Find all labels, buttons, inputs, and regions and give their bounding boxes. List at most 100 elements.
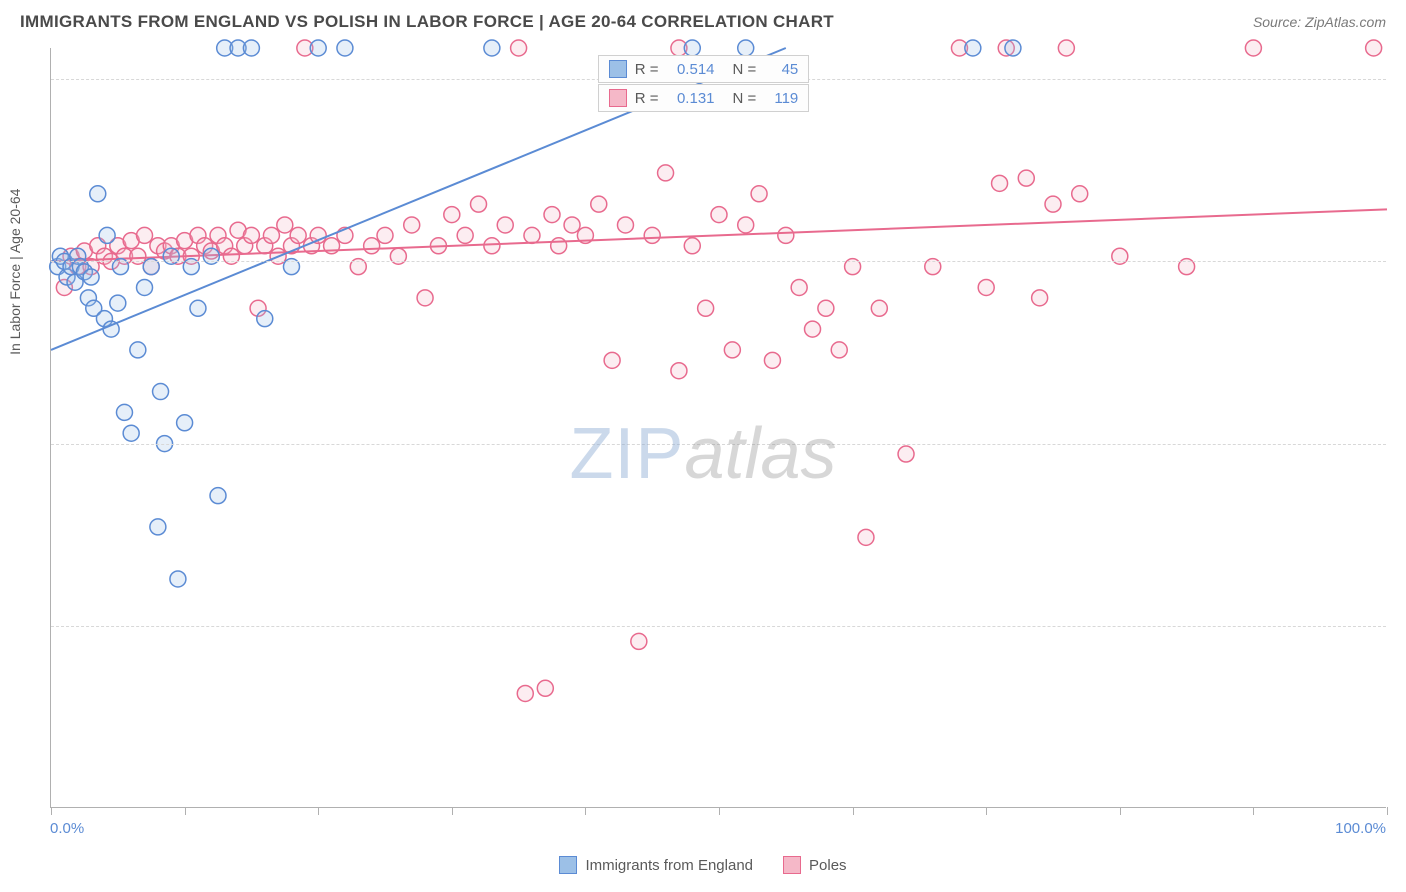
data-point (99, 227, 115, 243)
stats-legend-row: R =0.131N =119 (598, 84, 810, 112)
data-point (417, 290, 433, 306)
data-point (337, 40, 353, 56)
data-point (684, 238, 700, 254)
data-point (551, 238, 567, 254)
x-tick (853, 807, 854, 815)
data-point (564, 217, 580, 233)
stats-swatch (609, 60, 627, 78)
data-point (130, 342, 146, 358)
data-point (243, 227, 259, 243)
bottom-legend: Immigrants from England Poles (0, 856, 1406, 874)
legend-swatch-england (559, 856, 577, 874)
legend-swatch-poles (783, 856, 801, 874)
data-point (243, 40, 259, 56)
x-axis-max-label: 100.0% (1335, 820, 1386, 837)
data-point (738, 217, 754, 233)
data-point (310, 40, 326, 56)
stats-swatch (609, 89, 627, 107)
data-point (871, 300, 887, 316)
data-point (484, 40, 500, 56)
chart-plot-area: 100.0%82.5%65.0%47.5% (50, 48, 1386, 808)
data-point (778, 227, 794, 243)
grid-line (51, 261, 1386, 262)
data-point (471, 196, 487, 212)
data-point (831, 342, 847, 358)
data-point (170, 571, 186, 587)
scatter-svg (51, 48, 1386, 807)
data-point (1072, 186, 1088, 202)
data-point (1045, 196, 1061, 212)
n-label: N = (733, 90, 757, 107)
data-point (277, 217, 293, 233)
data-point (110, 295, 126, 311)
data-point (90, 186, 106, 202)
x-tick (452, 807, 453, 815)
r-value: 0.131 (667, 90, 715, 107)
x-tick (1120, 807, 1121, 815)
data-point (965, 40, 981, 56)
data-point (290, 227, 306, 243)
data-point (497, 217, 513, 233)
x-tick (1253, 807, 1254, 815)
data-point (858, 529, 874, 545)
data-point (644, 227, 660, 243)
stats-legend-row: R = 0.514 N = 45 (598, 55, 810, 83)
x-tick (185, 807, 186, 815)
data-point (658, 165, 674, 181)
x-tick (719, 807, 720, 815)
x-tick (1387, 807, 1388, 815)
data-point (1245, 40, 1261, 56)
data-point (364, 238, 380, 254)
data-point (1058, 40, 1074, 56)
data-point (116, 404, 132, 420)
x-tick (51, 807, 52, 815)
data-point (444, 207, 460, 223)
x-tick (318, 807, 319, 815)
legend-item-poles: Poles (783, 856, 847, 874)
data-point (377, 227, 393, 243)
source-label: Source: ZipAtlas.com (1253, 14, 1386, 30)
data-point (511, 40, 527, 56)
n-label: N = (733, 61, 757, 78)
data-point (684, 40, 700, 56)
grid-line (51, 444, 1386, 445)
data-point (1032, 290, 1048, 306)
legend-label-england: Immigrants from England (585, 857, 753, 874)
y-axis-title: In Labor Force | Age 20-64 (7, 189, 23, 355)
data-point (791, 279, 807, 295)
x-tick (986, 807, 987, 815)
n-value: 45 (764, 61, 798, 78)
data-point (137, 227, 153, 243)
data-point (671, 363, 687, 379)
data-point (524, 227, 540, 243)
data-point (724, 342, 740, 358)
x-axis-min-label: 0.0% (50, 820, 84, 837)
r-value: 0.514 (667, 61, 715, 78)
data-point (257, 311, 273, 327)
data-point (83, 269, 99, 285)
data-point (591, 196, 607, 212)
legend-label-poles: Poles (809, 857, 847, 874)
data-point (517, 685, 533, 701)
data-point (123, 425, 139, 441)
data-point (177, 415, 193, 431)
data-point (751, 186, 767, 202)
data-point (457, 227, 473, 243)
data-point (898, 446, 914, 462)
data-point (1366, 40, 1382, 56)
chart-title: IMMIGRANTS FROM ENGLAND VS POLISH IN LAB… (20, 12, 834, 32)
data-point (992, 175, 1008, 191)
data-point (818, 300, 834, 316)
data-point (978, 279, 994, 295)
data-point (698, 300, 714, 316)
data-point (150, 519, 166, 535)
r-label: R = (635, 61, 659, 78)
data-point (484, 238, 500, 254)
data-point (1005, 40, 1021, 56)
legend-item-england: Immigrants from England (559, 856, 753, 874)
data-point (263, 227, 279, 243)
data-point (137, 279, 153, 295)
data-point (711, 207, 727, 223)
data-point (1018, 170, 1034, 186)
data-point (631, 633, 647, 649)
